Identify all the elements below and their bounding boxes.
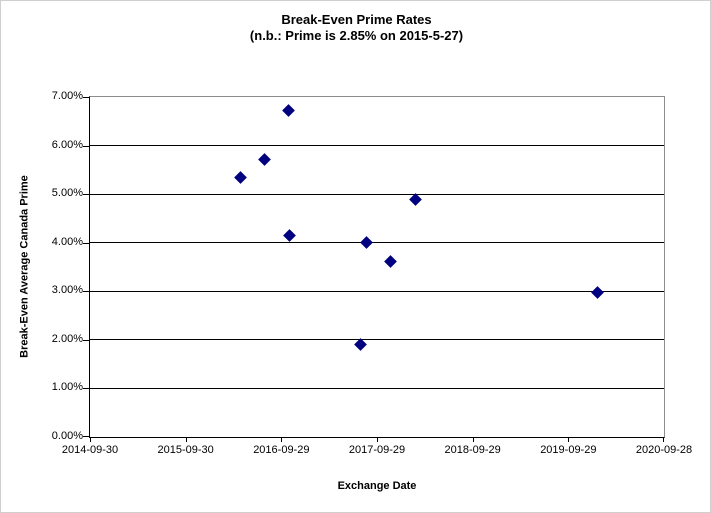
chart-title: Break-Even Prime Rates: [281, 12, 432, 27]
y-tick-label: 5.00%: [51, 187, 83, 200]
x-tick-label: 2015-09-30: [157, 444, 214, 456]
y-tick-label: 3.00%: [51, 284, 83, 297]
y-tick-mark: [83, 145, 89, 147]
x-tick-label: 2017-09-29: [348, 444, 406, 456]
x-tick-mark: [377, 437, 378, 442]
y-tick-mark: [83, 97, 89, 98]
x-axis-title: Exchange Date: [337, 480, 417, 492]
data-point-marker: [234, 170, 247, 184]
plot-area: [83, 96, 665, 442]
y-tick-label: 0.00%: [51, 430, 83, 442]
x-tick-mark: [568, 437, 570, 442]
y-tick-label: 4.00%: [51, 235, 83, 248]
y-tick-mark: [83, 339, 89, 341]
y-tick-mark: [83, 194, 89, 196]
x-tick-mark: [90, 437, 91, 442]
chart-subtitle: (n.b.: Prime is 2.85% on 2015-5-27): [249, 28, 464, 43]
data-point-marker: [591, 286, 605, 300]
y-tick-label: 7.00%: [51, 90, 83, 102]
x-tick-mark: [185, 437, 187, 442]
x-tick-mark: [472, 437, 474, 442]
y-gridline: [90, 145, 664, 147]
data-point-marker: [360, 236, 374, 250]
x-tick-label: 2019-09-29: [540, 444, 597, 456]
y-gridline: [90, 242, 664, 244]
y-tick-mark: [83, 388, 89, 390]
data-point-marker: [283, 229, 296, 243]
x-tick-mark: [281, 437, 283, 442]
y-gridline: [90, 193, 664, 195]
x-tick-label: 2016-09-29: [253, 444, 310, 456]
y-tick-mark: [83, 242, 89, 244]
x-tick-label: 2018-09-29: [444, 444, 501, 456]
y-gridline: [90, 290, 664, 292]
y-tick-mark: [83, 436, 89, 437]
y-tick-label: 6.00%: [51, 138, 83, 151]
x-tick-label: 2014-09-30: [61, 444, 119, 456]
data-point-marker: [282, 104, 295, 117]
data-point-marker: [258, 152, 271, 166]
x-tick-mark: [663, 437, 664, 442]
y-tick-label: 1.00%: [51, 381, 83, 394]
y-tick-mark: [83, 291, 89, 293]
x-tick-label: 2020-09-28: [635, 444, 693, 456]
chart-title-block: Break-Even Prime Rates (n.b.: Prime is 2…: [1, 12, 710, 44]
data-point-marker: [384, 254, 398, 268]
y-tick-label: 2.00%: [51, 332, 83, 345]
y-gridline: [90, 387, 664, 389]
y-gridline: [90, 339, 664, 341]
